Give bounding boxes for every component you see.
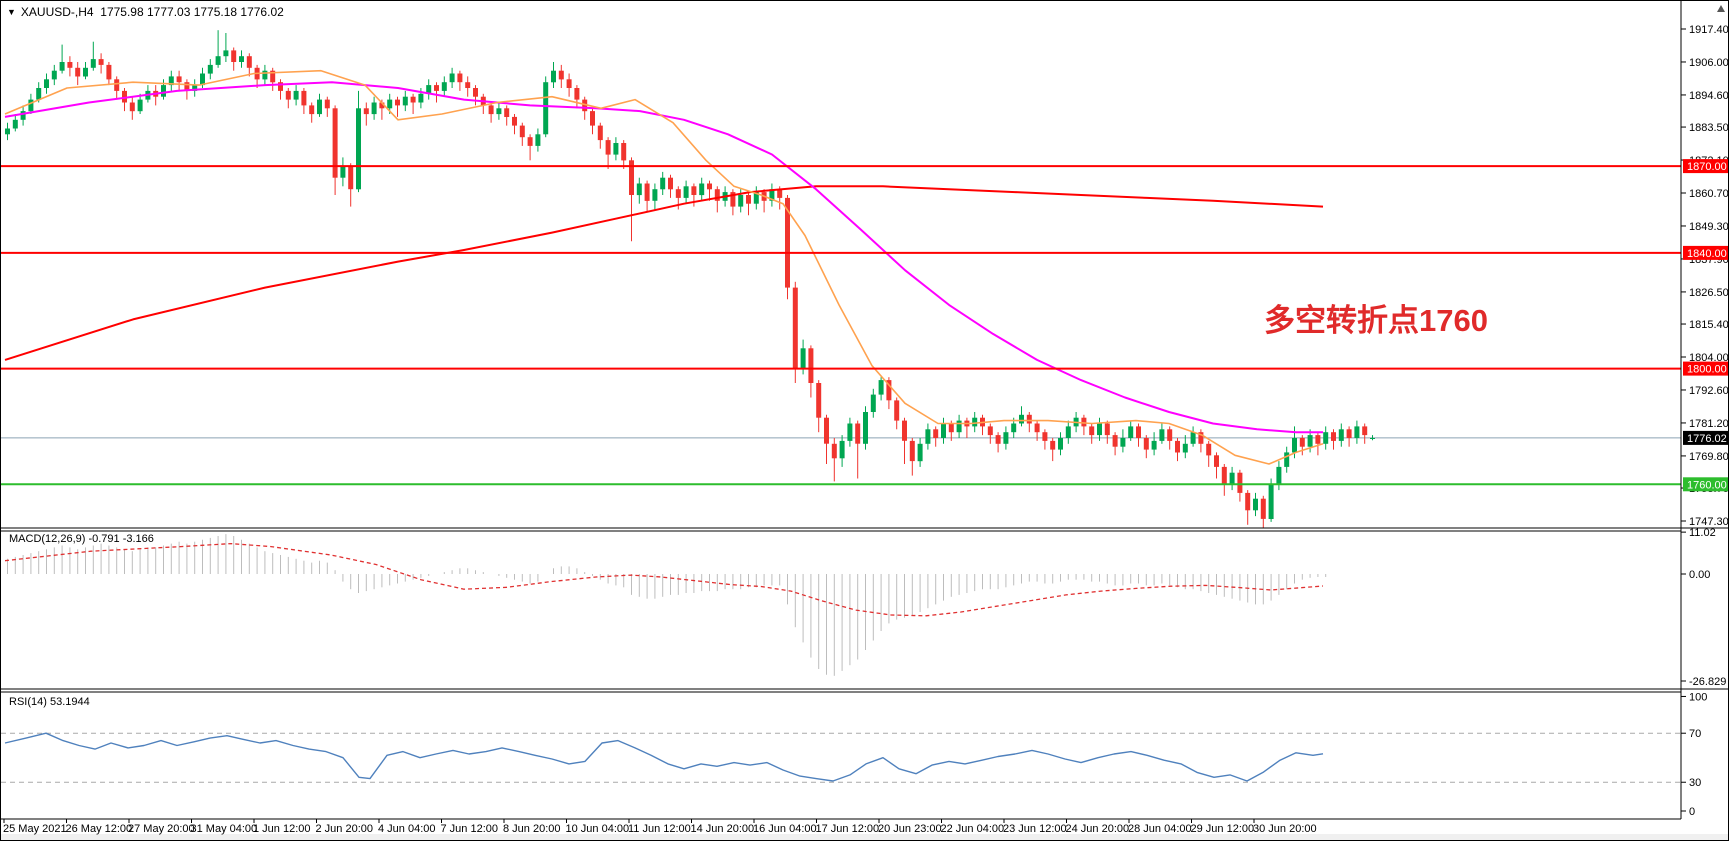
svg-text:1769.80: 1769.80 bbox=[1689, 451, 1729, 463]
svg-text:1894.60: 1894.60 bbox=[1689, 90, 1729, 102]
svg-text:1747.30: 1747.30 bbox=[1689, 516, 1729, 528]
rsi-line bbox=[4, 732, 1324, 782]
macd-indicator-label: MACD(12,26,9) -0.791 -3.166 bbox=[9, 533, 154, 545]
svg-text:26 May 12:00: 26 May 12:00 bbox=[66, 823, 133, 835]
symbol-header: ▼ XAUUSD-,H4 1775.98 1777.03 1775.18 1776… bbox=[7, 5, 284, 19]
svg-text:14 Jun 20:00: 14 Jun 20:00 bbox=[691, 823, 755, 835]
svg-text:28 Jun 04:00: 28 Jun 04:00 bbox=[1128, 823, 1192, 835]
svg-text:30: 30 bbox=[1689, 777, 1701, 789]
svg-text:30 Jun 20:00: 30 Jun 20:00 bbox=[1253, 823, 1317, 835]
rsi-indicator-label: RSI(14) 53.1944 bbox=[9, 696, 90, 708]
svg-text:23 Jun 12:00: 23 Jun 12:00 bbox=[1003, 823, 1067, 835]
svg-text:1849.30: 1849.30 bbox=[1689, 221, 1729, 233]
svg-text:22 Jun 04:00: 22 Jun 04:00 bbox=[941, 823, 1005, 835]
svg-text:2 Jun 20:00: 2 Jun 20:00 bbox=[316, 823, 374, 835]
svg-text:100: 100 bbox=[1689, 691, 1707, 703]
svg-text:1800.00: 1800.00 bbox=[1687, 364, 1727, 376]
svg-text:10 Jun 04:00: 10 Jun 04:00 bbox=[566, 823, 630, 835]
svg-text:17 Jun 12:00: 17 Jun 12:00 bbox=[816, 823, 880, 835]
ma-fast-orange-line bbox=[4, 69, 1324, 465]
svg-text:1917.40: 1917.40 bbox=[1689, 24, 1729, 36]
svg-text:1860.70: 1860.70 bbox=[1689, 188, 1729, 200]
svg-text:-26.829: -26.829 bbox=[1689, 676, 1726, 688]
rsi-axis: 100 70 30 0 bbox=[1681, 691, 1707, 818]
svg-text:1792.60: 1792.60 bbox=[1689, 385, 1729, 397]
svg-text:29 Jun 12:00: 29 Jun 12:00 bbox=[1191, 823, 1255, 835]
svg-text:20 Jun 23:00: 20 Jun 23:00 bbox=[878, 823, 942, 835]
ma-mid-magenta-line bbox=[4, 81, 1323, 434]
macd-signal-line bbox=[4, 542, 1324, 617]
svg-text:1 Jun 12:00: 1 Jun 12:00 bbox=[253, 823, 311, 835]
svg-text:0.00: 0.00 bbox=[1689, 569, 1710, 581]
svg-text:1883.50: 1883.50 bbox=[1689, 122, 1729, 134]
price-badges: 1870.00 1840.00 1800.00 1776.02 1760.00 bbox=[1683, 159, 1728, 492]
macd-axis: 11.02 0.00 -26.829 bbox=[1681, 527, 1726, 688]
svg-text:1826.50: 1826.50 bbox=[1689, 287, 1729, 299]
candlesticks-layer bbox=[5, 30, 1375, 528]
svg-text:1804.00: 1804.00 bbox=[1689, 352, 1729, 364]
scroll-up-icon[interactable] bbox=[1717, 5, 1725, 12]
ma-slow-red-line bbox=[4, 185, 1324, 361]
macd-histogram bbox=[7, 534, 1327, 676]
svg-text:4 Jun 04:00: 4 Jun 04:00 bbox=[378, 823, 436, 835]
svg-text:7 Jun 12:00: 7 Jun 12:00 bbox=[441, 823, 499, 835]
svg-text:27 May 20:00: 27 May 20:00 bbox=[128, 823, 195, 835]
svg-text:0: 0 bbox=[1689, 806, 1695, 818]
svg-text:11.02: 11.02 bbox=[1689, 527, 1716, 539]
svg-text:1760.00: 1760.00 bbox=[1687, 479, 1727, 491]
svg-text:1840.00: 1840.00 bbox=[1687, 248, 1727, 260]
symbol-title: XAUUSD-,H4 bbox=[20, 5, 94, 19]
svg-text:1906.00: 1906.00 bbox=[1689, 57, 1729, 69]
svg-text:11 Jun 12:00: 11 Jun 12:00 bbox=[628, 823, 691, 835]
svg-text:24 Jun 20:00: 24 Jun 20:00 bbox=[1066, 823, 1130, 835]
ohlc-readout: 1775.98 1777.03 1775.18 1776.02 bbox=[100, 5, 284, 19]
svg-text:25 May 2021: 25 May 2021 bbox=[3, 823, 67, 835]
svg-text:1870.00: 1870.00 bbox=[1687, 161, 1727, 173]
chart-menu-dropdown-icon[interactable]: ▼ bbox=[7, 7, 16, 17]
svg-text:70: 70 bbox=[1689, 728, 1701, 740]
svg-text:8 Jun 20:00: 8 Jun 20:00 bbox=[503, 823, 561, 835]
svg-text:1815.40: 1815.40 bbox=[1689, 319, 1729, 331]
price-axis: 1917.401906.001894.601883.501872.101860.… bbox=[1681, 24, 1729, 528]
svg-text:31 May 04:00: 31 May 04:00 bbox=[191, 823, 258, 835]
svg-text:1776.02: 1776.02 bbox=[1687, 433, 1727, 445]
svg-text:16 Jun 04:00: 16 Jun 04:00 bbox=[753, 823, 817, 835]
rsi-levels bbox=[1, 732, 1681, 783]
svg-text:1781.20: 1781.20 bbox=[1689, 418, 1729, 430]
text-annotation[interactable]: 多空转折点1760 bbox=[1264, 303, 1488, 338]
